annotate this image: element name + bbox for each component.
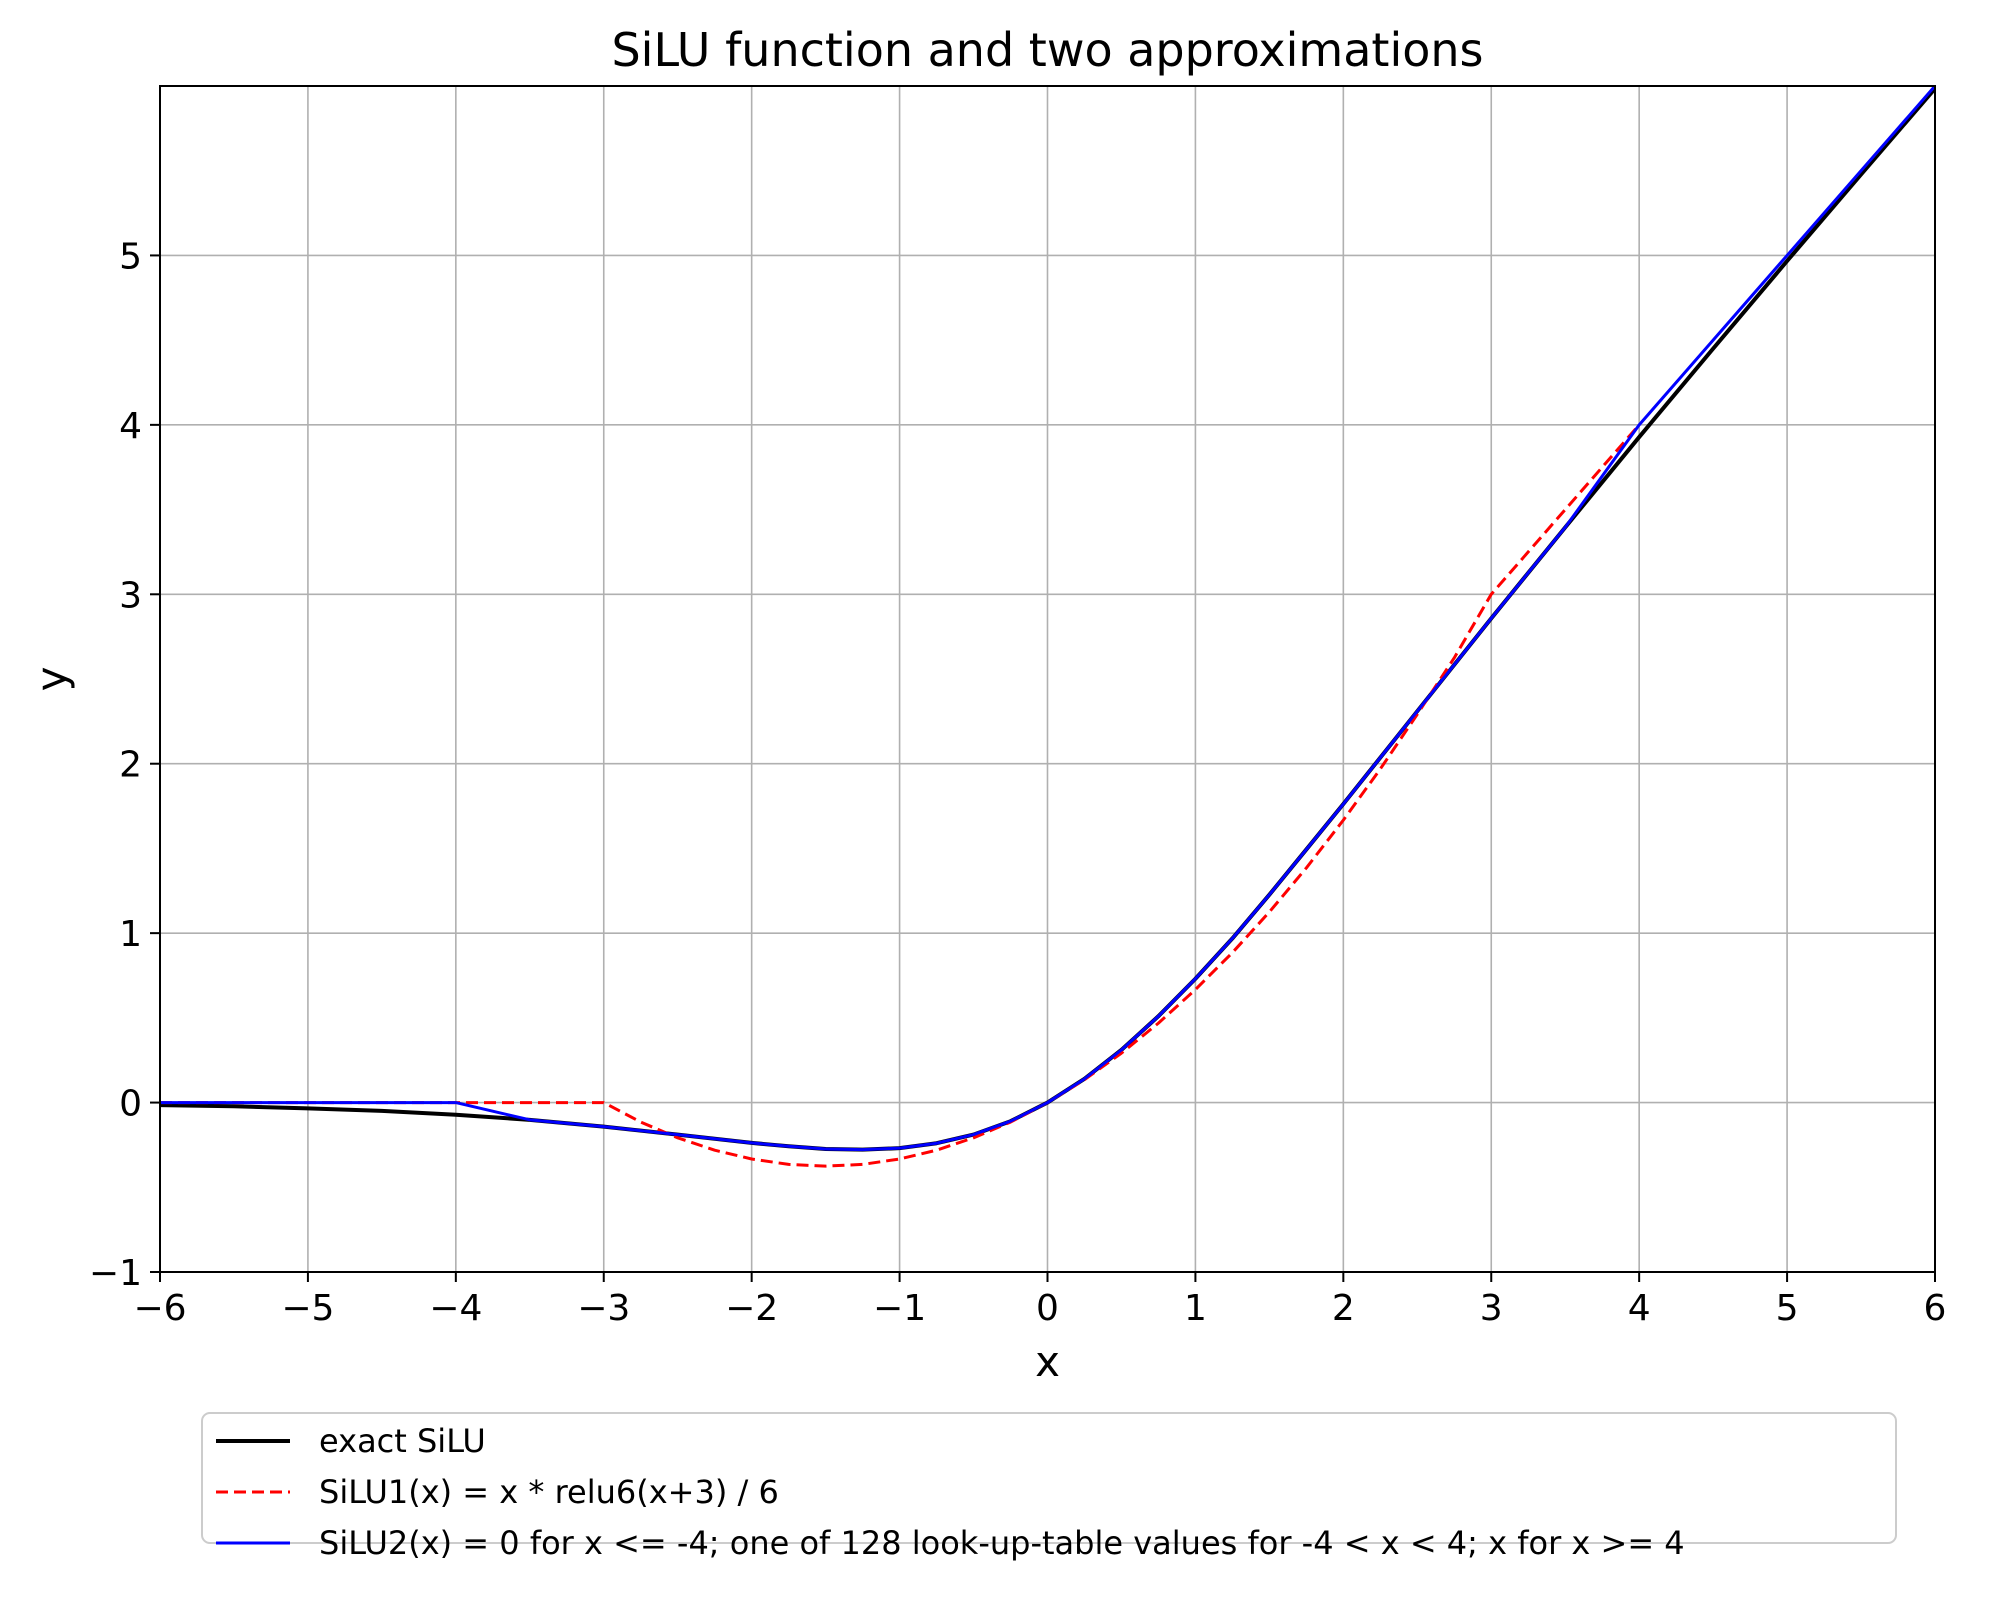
y-axis-label: y	[27, 667, 76, 692]
x-tick-label: −1	[873, 1288, 926, 1329]
x-tick-label: −2	[725, 1288, 778, 1329]
legend-label: SiLU1(x) = x * relu6(x+3) / 6	[319, 1473, 779, 1511]
y-tick-label: 0	[119, 1084, 142, 1125]
y-tick-label: 5	[119, 236, 142, 277]
legend-box	[201, 1412, 1897, 1544]
x-tick-label: 0	[1036, 1288, 1059, 1329]
legend: exact SiLU SiLU1(x) = x * relu6(x+3) / 6 S…	[201, 1412, 1897, 1562]
y-tick-label: 2	[119, 745, 142, 786]
y-tick-label: −1	[89, 1253, 142, 1294]
y-tick-label: 3	[119, 575, 142, 616]
x-tick-label: −5	[281, 1288, 334, 1329]
series-line-silu2-x-0-for-x-4-one-of	[160, 86, 1935, 1152]
x-tick-label: 2	[1332, 1288, 1355, 1329]
x-axis-label: x	[1035, 1337, 1060, 1386]
x-tick-label: 4	[1628, 1288, 1651, 1329]
x-axis: −6 −5 −4 −3 −2 −1 0 1 2 3 4 5 6	[133, 1272, 1946, 1329]
y-tick-label: 4	[119, 406, 142, 447]
plot-area	[160, 86, 1935, 1168]
y-tick-label: 1	[119, 914, 142, 955]
x-tick-label: 6	[1924, 1288, 1947, 1329]
x-tick-label: 1	[1184, 1288, 1207, 1329]
x-tick-label: −4	[429, 1288, 482, 1329]
chart-title: SiLU function and two approximations	[611, 23, 1483, 77]
y-axis: −1 0 1 2 3 4 5	[89, 236, 160, 1294]
x-tick-label: −3	[577, 1288, 630, 1329]
x-tick-label: 3	[1480, 1288, 1503, 1329]
x-tick-label: 5	[1776, 1288, 1799, 1329]
x-tick-label: −6	[133, 1288, 186, 1329]
legend-label: SiLU2(x) = 0 for x <= -4; one of 128 loo…	[319, 1524, 1685, 1562]
legend-label: exact SiLU	[319, 1422, 486, 1460]
